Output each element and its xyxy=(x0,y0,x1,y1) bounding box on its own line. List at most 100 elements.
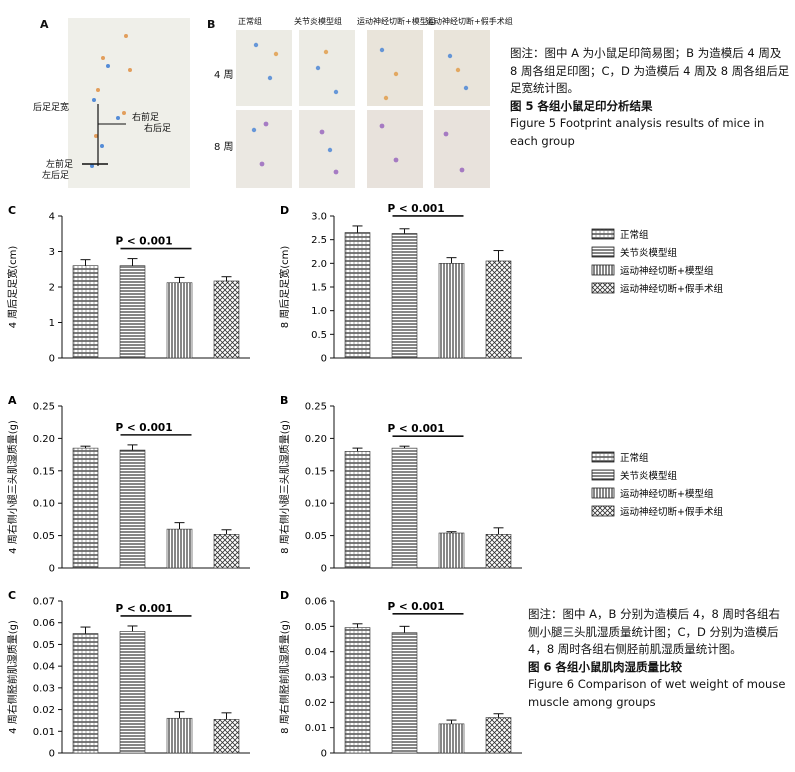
legend-fig6: 正常组关节炎模型组运动神经切断+模型组 运动神经切断+假手术组 xyxy=(590,448,790,527)
bar xyxy=(119,265,146,359)
chart-fig5-d: D 0 0.5 1.0 1.5 2.0 2.5 3.0 8 周后足足宽(cm) P < 0.001 xyxy=(272,200,532,370)
chart-fig6-b: B 0 0.05 0.10 0.15 0.20 0.25 8 周右侧小腿三头肌湿质量(g) P … xyxy=(272,390,532,580)
y-tick-label: 3 xyxy=(49,247,55,258)
footprint-diagram xyxy=(82,34,132,168)
legend-label: 运动神经切断+假手术组 xyxy=(620,283,723,295)
col-header-nerve-sham: 运动神经切断+假手术组 xyxy=(426,17,513,26)
bar xyxy=(166,717,193,754)
y-tick-label: 0.06 xyxy=(305,597,327,608)
fig6-caption-note: 图注：图中 A，B 分别为造模后 4，8 周时各组右侧小腿三头肌湿质量统计图；C… xyxy=(528,607,781,656)
chart-letter: C xyxy=(8,589,16,602)
footprint-photo-nerve-model-8w xyxy=(367,110,423,188)
significance-label: P < 0.001 xyxy=(115,236,172,248)
y-tick-label: 1 xyxy=(49,318,55,329)
legend-label: 关节炎模型组 xyxy=(620,470,678,482)
significance-label: P < 0.001 xyxy=(115,603,172,615)
fig5-caption: 图注：图中 A 为小鼠足印简易图；B 为造模后 4 周及 8 周各组足印图；C，… xyxy=(510,45,790,150)
chart-fig6-a: A 0 0.05 0.10 0.15 0.20 0.25 4 周右侧小腿三头肌湿质量(g) P … xyxy=(0,390,260,580)
y-tick-label: 0.01 xyxy=(305,723,327,734)
legend-label: 正常组 xyxy=(620,452,649,464)
y-axis-label: 4 周右侧小腿三头肌湿质量(g) xyxy=(6,420,19,554)
label-hind-foot-width: 后足足宽 xyxy=(33,103,70,113)
y-tick-label: 0.15 xyxy=(305,466,327,477)
row-label-4w: 4 周 xyxy=(214,70,234,81)
y-tick-label: 0.02 xyxy=(305,698,327,709)
y-tick-label: 0.03 xyxy=(33,683,55,694)
panel-a-letter: A xyxy=(40,18,49,31)
bar xyxy=(344,627,371,754)
chart-letter: D xyxy=(280,589,289,602)
y-tick-label: 2.5 xyxy=(311,235,327,246)
bar xyxy=(391,632,418,754)
y-tick-label: 0.05 xyxy=(305,531,327,542)
panel-b-letter: B xyxy=(207,18,216,31)
bar xyxy=(485,534,512,569)
y-tick-label: 1.5 xyxy=(311,283,327,294)
y-tick-label: 0.07 xyxy=(33,597,55,608)
bar xyxy=(391,233,418,359)
y-tick-label: 1.0 xyxy=(311,306,327,317)
chart-letter: A xyxy=(8,394,17,407)
y-tick-label: 0.15 xyxy=(33,466,55,477)
fig5-caption-title-cn: 图 5 各组小鼠足印分析结果 xyxy=(510,98,653,113)
chart-letter: B xyxy=(280,394,288,407)
legend-label: 运动神经切断+模型组 xyxy=(620,265,714,277)
legend-fig5: 正常组 关节炎模型组 运动神经切断+模型组 运动神经切断+假手术组 xyxy=(590,225,790,304)
y-tick-label: 0 xyxy=(321,354,327,365)
bar xyxy=(72,447,99,569)
significance-label: P < 0.001 xyxy=(387,601,444,613)
y-tick-label: 0.04 xyxy=(305,647,327,658)
footprint-marks xyxy=(251,42,469,175)
chart-fig5-c: C 0 1 2 3 4 4 周后足足宽(cm) P < 0.001 xyxy=(0,200,260,370)
y-tick-label: 0 xyxy=(321,749,327,760)
fig6-caption-title-en: Figure 6 Comparison of wet weight of mou… xyxy=(528,677,786,709)
bar xyxy=(213,534,240,569)
footprint-diagram-photo xyxy=(68,18,190,188)
bar xyxy=(438,263,465,359)
legend-label: 运动神经切断+模型组 xyxy=(620,488,714,500)
chart-fig6-c: C 0 0.01 0.02 0.03 0.04 0.05 0.06 0.07 4 周右侧胫前肌湿质… xyxy=(0,585,260,765)
y-tick-label: 4 xyxy=(49,212,55,223)
label-right-fore-foot: 右前足 xyxy=(132,113,160,123)
bar xyxy=(166,282,193,359)
bar xyxy=(119,631,146,754)
footprint-photo-arthritis-8w xyxy=(299,110,355,188)
fig6-caption-title-cn: 图 6 各组小鼠肌肉湿质量比较 xyxy=(528,659,683,674)
y-tick-label: 2 xyxy=(49,283,55,294)
legend-swatch xyxy=(591,451,615,463)
legend-label: 运动神经切断+假手术组 xyxy=(620,506,723,518)
col-header-arthritis: 关节炎模型组 xyxy=(294,17,342,26)
y-tick-label: 0.02 xyxy=(33,705,55,716)
footprint-photo-nerve-sham-4w xyxy=(434,30,490,106)
fig5-caption-title-en: Figure 5 Footprint analysis results of m… xyxy=(510,116,765,148)
legend-swatch xyxy=(591,487,615,499)
legend-swatch xyxy=(591,264,615,276)
legend-label: 正常组 xyxy=(620,229,649,241)
chart-fig6-d: D 0 0.01 0.02 0.03 0.04 0.05 0.06 8 周右侧胫前肌湿质量(g)… xyxy=(272,585,532,765)
bar xyxy=(213,719,240,754)
y-axis-label: 8 周右侧胫前肌湿质量(g) xyxy=(278,620,291,734)
legend-swatch xyxy=(591,282,615,294)
significance-label: P < 0.001 xyxy=(387,203,444,215)
y-tick-label: 0.04 xyxy=(33,662,55,673)
y-axis-label: 4 周后足足宽(cm) xyxy=(6,246,19,329)
y-tick-label: 0.10 xyxy=(33,499,55,510)
fig5-caption-note: 图注：图中 A 为小鼠足印简易图；B 为造模后 4 周及 8 周各组足印图；C，… xyxy=(510,46,790,95)
y-tick-label: 0 xyxy=(321,564,327,575)
y-tick-label: 0 xyxy=(49,564,55,575)
y-tick-label: 0.10 xyxy=(305,499,327,510)
bar xyxy=(166,528,193,569)
y-tick-label: 0.05 xyxy=(33,531,55,542)
y-tick-label: 0.05 xyxy=(305,622,327,633)
y-tick-label: 0.05 xyxy=(33,640,55,651)
y-axis-label: 8 周后足足宽(cm) xyxy=(278,246,291,329)
label-left-fore-foot: 左前足 xyxy=(46,160,74,170)
y-tick-label: 0.25 xyxy=(305,402,327,413)
bar xyxy=(438,723,465,754)
legend-swatch xyxy=(591,246,615,258)
y-tick-label: 0.20 xyxy=(33,434,55,445)
y-axis-label: 4 周右侧胫前肌湿质量(g) xyxy=(6,620,19,734)
legend-swatch xyxy=(591,469,615,481)
y-tick-label: 0.01 xyxy=(33,727,55,738)
y-tick-label: 0 xyxy=(49,749,55,760)
